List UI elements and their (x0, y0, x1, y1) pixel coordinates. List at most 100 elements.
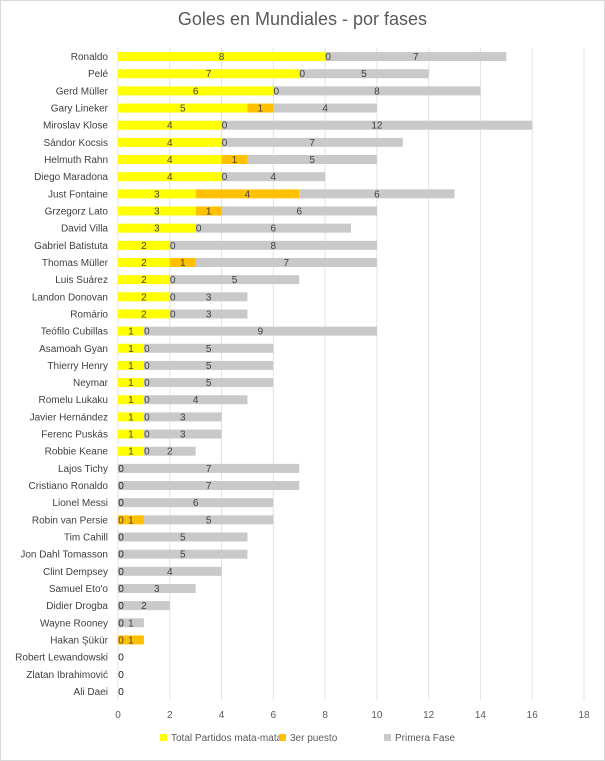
x-tick-label: 8 (322, 710, 328, 721)
data-label: 2 (141, 275, 147, 286)
data-label: 1 (128, 361, 134, 372)
data-label: 0 (222, 172, 228, 183)
bar-segment (118, 240, 170, 250)
data-label: 3 (206, 309, 212, 320)
bar-segment (169, 275, 300, 285)
bar-segment (143, 326, 377, 336)
bar-segment (273, 86, 481, 96)
bar-segment (118, 103, 248, 113)
data-label: 3 (154, 224, 160, 235)
bar-segment (273, 103, 377, 113)
data-label: 1 (180, 258, 186, 269)
data-label: 2 (141, 292, 147, 303)
data-label: 0 (118, 464, 124, 475)
data-label: 0 (144, 361, 150, 372)
data-label: 5 (180, 533, 186, 544)
bar-segment (118, 549, 248, 559)
data-label: 4 (193, 395, 199, 406)
data-label: 7 (206, 464, 212, 475)
data-label: 0 (170, 275, 176, 286)
bar-segment (118, 189, 196, 199)
category-label: Grzegorz Lato (45, 207, 109, 218)
data-label: 0 (118, 584, 124, 595)
bar-segment (118, 137, 222, 147)
bar-segment (299, 69, 429, 79)
bar-segment (169, 292, 248, 302)
data-label: 0 (144, 430, 150, 441)
bar-segment (195, 223, 351, 233)
data-label: 0 (118, 533, 124, 544)
data-label: 0 (196, 224, 202, 235)
category-label: Cristiano Ronaldo (29, 481, 109, 492)
data-label: 0 (118, 618, 124, 629)
data-label: 0 (118, 533, 124, 544)
category-label: Hakan Şükür (50, 635, 108, 646)
category-label: Robin van Persie (32, 515, 109, 526)
legend: Total Partidos mata-mata 3er puesto Primer… (160, 733, 455, 744)
bar-segment (118, 223, 196, 233)
data-label: 3 (206, 292, 212, 303)
bar-segment (221, 206, 377, 216)
data-label: 0 (118, 498, 124, 509)
bar-segment (221, 155, 248, 165)
bar-segment (118, 498, 274, 508)
bar-segment (299, 189, 455, 199)
category-label: Thomas Müller (42, 258, 109, 269)
data-label: 12 (371, 121, 383, 132)
data-label: 0 (118, 481, 124, 492)
data-label: 8 (374, 86, 380, 97)
data-label: 0 (144, 327, 150, 338)
bar-segment (118, 481, 300, 491)
data-label: 0 (118, 618, 124, 629)
data-label: 6 (374, 189, 380, 200)
category-label: Romelu Lukaku (39, 395, 108, 406)
data-label: 5 (232, 275, 238, 286)
data-label: 4 (167, 172, 173, 183)
category-label: Helmuth Rahn (44, 155, 108, 166)
legend-swatch (279, 734, 286, 741)
data-label: 5 (309, 155, 315, 166)
bar-segment (118, 360, 144, 370)
category-label: Jon Dahl Tomasson (20, 550, 108, 561)
x-tick-label: 18 (578, 710, 590, 721)
x-tick-label: 12 (423, 710, 435, 721)
data-label: 6 (193, 86, 199, 97)
data-label: 5 (206, 361, 212, 372)
category-label: Gerd Müller (56, 86, 109, 97)
data-label: 4 (271, 172, 277, 183)
data-label: 0 (118, 670, 124, 681)
bar-segment (118, 583, 196, 593)
legend-label: 3er puesto (290, 733, 338, 744)
data-label: 1 (206, 207, 212, 218)
bar-segment (118, 86, 274, 96)
data-label: 8 (271, 241, 277, 252)
data-label: 1 (128, 327, 134, 338)
bar-segment (143, 395, 248, 405)
x-tick-label: 16 (527, 710, 539, 721)
data-label: 3 (154, 584, 160, 595)
data-label: 1 (258, 104, 264, 115)
data-label: 3 (154, 207, 160, 218)
bar-segment (118, 292, 170, 302)
category-label: Thierry Henry (47, 361, 108, 372)
data-label: 4 (167, 567, 173, 578)
category-labels: Ronaldo Pelé Gerd Müller Gary Lineker Mirosl… (15, 52, 108, 698)
data-label: 5 (206, 344, 212, 355)
legend-label: Total Partidos mata-mata (171, 733, 283, 744)
category-label: Zlatan Ibrahimović (26, 670, 108, 681)
data-label: 2 (141, 309, 147, 320)
bar-segment (195, 206, 222, 216)
bar-segment (118, 343, 144, 353)
data-label: 2 (141, 241, 147, 252)
bar-segment (118, 446, 144, 456)
bar-segment (118, 463, 300, 473)
data-label: 4 (167, 121, 173, 132)
data-label: 2 (167, 447, 173, 458)
data-label: 0 (118, 687, 124, 698)
x-tick-label: 2 (167, 710, 173, 721)
bar-segment (118, 172, 222, 182)
legend-swatch (384, 734, 391, 741)
data-label: 0 (118, 670, 124, 681)
bar-segment (118, 52, 326, 62)
